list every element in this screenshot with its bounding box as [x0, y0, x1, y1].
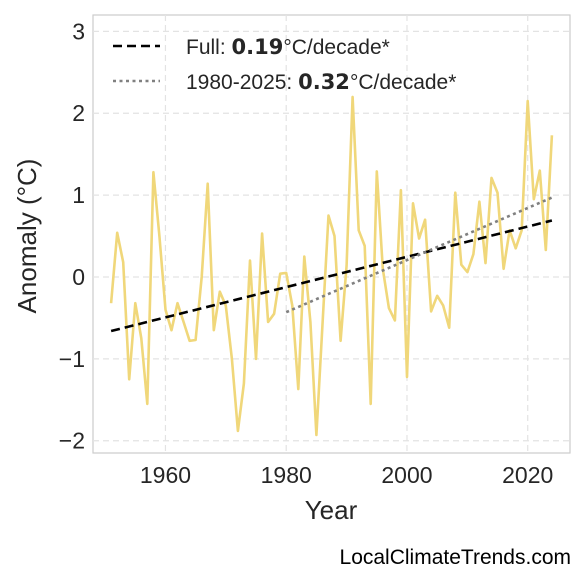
credit-text: LocalClimateTrends.com	[339, 546, 571, 569]
trend-line-dotted	[285, 196, 553, 314]
y-axis-ticks: −2 −1 0 1 2 3	[59, 18, 85, 453]
y-axis-label: Anomaly (°C)	[12, 159, 42, 314]
trend-line-dashed	[110, 219, 553, 333]
x-tick-label: 2020	[502, 462, 553, 488]
x-tick-label: 1960	[140, 462, 191, 488]
x-axis-label: Year	[305, 495, 358, 525]
y-tick-label: 3	[72, 18, 85, 44]
legend-entry: Full: 0.19°C/decade*	[186, 35, 390, 59]
y-tick-label: 1	[72, 182, 85, 208]
y-tick-label: 2	[72, 100, 85, 126]
y-tick-label: −1	[59, 346, 85, 372]
series-line	[109, 95, 554, 437]
y-tick-label: −2	[59, 428, 85, 454]
legend-entry: 1980-2025: 0.32°C/decade*	[186, 70, 456, 94]
x-tick-label: 1980	[261, 462, 312, 488]
x-axis-ticks: 1960 1980 2000 2020	[140, 462, 553, 488]
x-tick-label: 2000	[381, 462, 432, 488]
series-layer	[109, 95, 554, 437]
plot-area	[92, 14, 571, 454]
y-tick-label: 0	[72, 264, 85, 290]
legend: Full: 0.19°C/decade* 1980-2025: 0.32°C/de…	[113, 35, 456, 94]
trend-layer	[110, 196, 553, 333]
grid	[93, 15, 570, 453]
